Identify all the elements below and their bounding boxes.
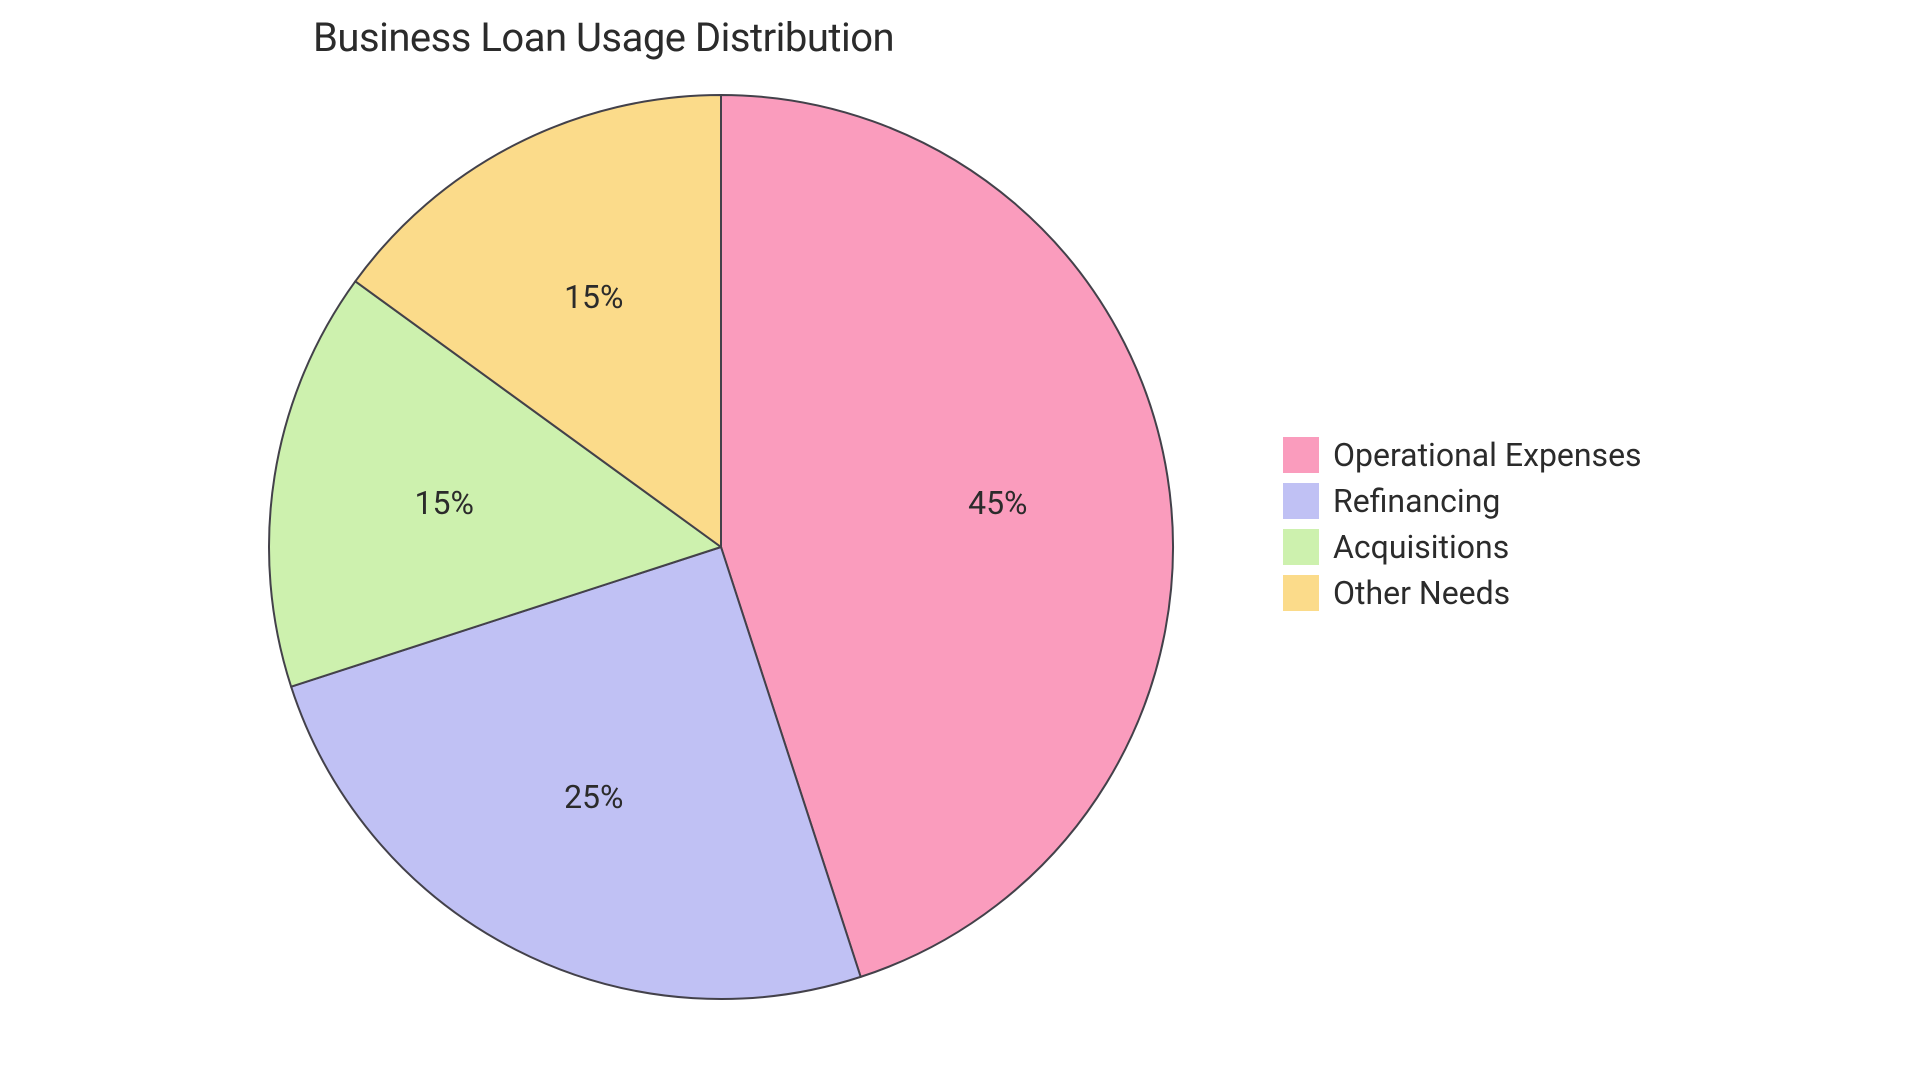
legend-swatch	[1283, 529, 1319, 565]
legend-label: Other Needs	[1333, 574, 1510, 612]
legend-label: Acquisitions	[1333, 528, 1509, 566]
legend-swatch	[1283, 575, 1319, 611]
legend-item: Acquisitions	[1283, 528, 1642, 566]
legend-label: Operational Expenses	[1333, 436, 1642, 474]
slice-label: 45%	[968, 484, 1027, 522]
chart-container: Business Loan Usage Distribution Operati…	[0, 0, 1920, 1080]
legend-label: Refinancing	[1333, 482, 1500, 520]
legend: Operational Expenses Refinancing Acquisiti…	[1283, 436, 1642, 612]
slice-label: 15%	[415, 484, 474, 522]
legend-swatch	[1283, 483, 1319, 519]
chart-title: Business Loan Usage Distribution	[313, 14, 894, 61]
legend-swatch	[1283, 437, 1319, 473]
legend-item: Refinancing	[1283, 482, 1642, 520]
slice-label: 15%	[564, 278, 623, 316]
legend-item: Operational Expenses	[1283, 436, 1642, 474]
pie-chart	[266, 92, 1176, 1002]
slice-label: 25%	[564, 778, 623, 816]
pie-svg	[266, 92, 1176, 1002]
legend-item: Other Needs	[1283, 574, 1642, 612]
